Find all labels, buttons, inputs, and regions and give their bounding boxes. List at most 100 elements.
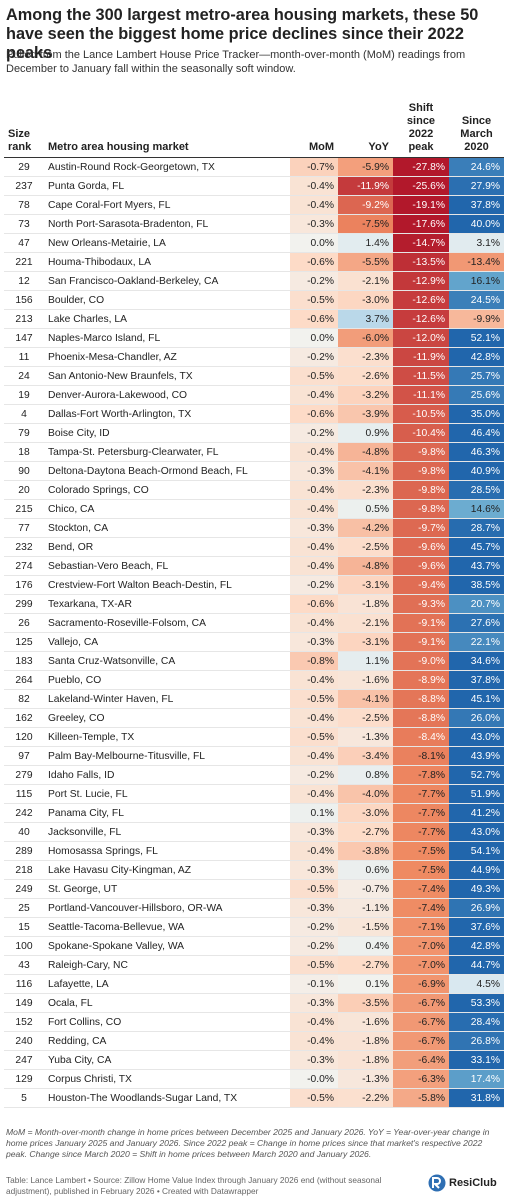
value-cell: -0.4%: [290, 556, 338, 576]
value-cell: -3.0%: [338, 803, 393, 823]
value-cell: 0.5%: [338, 499, 393, 519]
value-cell: 28.4%: [449, 1012, 504, 1032]
market-cell: Denver-Aurora-Lakewood, CO: [44, 385, 290, 405]
value-cell: -0.1%: [290, 974, 338, 994]
value-cell: -7.7%: [393, 784, 449, 804]
value-cell: 45.7%: [449, 537, 504, 557]
value-cell: 0.1%: [290, 803, 338, 823]
rank-cell: 77: [4, 518, 44, 538]
value-cell: -11.1%: [393, 385, 449, 405]
value-cell: -9.2%: [338, 195, 393, 215]
value-cell: -17.6%: [393, 214, 449, 234]
market-cell: Seattle-Tacoma-Bellevue, WA: [44, 917, 290, 937]
value-cell: -27.8%: [393, 157, 449, 177]
table-row: 183 Santa Cruz-Watsonville, CA -0.8% 1.1% -9…: [4, 651, 504, 671]
value-cell: -8.1%: [393, 746, 449, 766]
title: Among the 300 largest metro-area housing…: [6, 6, 479, 62]
value-cell: -0.2%: [290, 347, 338, 367]
rank-cell: 156: [4, 290, 44, 310]
value-cell: -12.6%: [393, 290, 449, 310]
value-cell: -9.1%: [393, 613, 449, 633]
value-cell: -11.5%: [393, 366, 449, 386]
value-cell: -0.3%: [290, 860, 338, 880]
value-cell: -7.5%: [338, 214, 393, 234]
value-cell: -9.8%: [393, 442, 449, 462]
rank-cell: 97: [4, 746, 44, 766]
value-cell: 1.4%: [338, 233, 393, 253]
rank-cell: 279: [4, 765, 44, 785]
market-cell: Boise City, ID: [44, 423, 290, 443]
table-row: 221 Houma-Thibodaux, LA -0.6% -5.5% -13.5% -1…: [4, 252, 504, 272]
value-cell: -6.7%: [393, 993, 449, 1013]
header-row: Size rank Metro area housing market MoM YoY…: [4, 92, 504, 158]
value-cell: -0.4%: [290, 784, 338, 804]
rank-cell: 82: [4, 689, 44, 709]
value-cell: -11.9%: [338, 176, 393, 196]
table-row: 116 Lafayette, LA -0.1% 0.1% -6.9% 4.5%: [4, 974, 504, 994]
table-row: 264 Pueblo, CO -0.4% -1.6% -8.9% 37.8%: [4, 670, 504, 690]
market-cell: Sebastian-Vero Beach, FL: [44, 556, 290, 576]
value-cell: -9.8%: [393, 480, 449, 500]
table-row: 279 Idaho Falls, ID -0.2% 0.8% -7.8% 52.7%: [4, 765, 504, 785]
value-cell: -14.7%: [393, 233, 449, 253]
value-cell: -7.0%: [393, 936, 449, 956]
value-cell: -25.6%: [393, 176, 449, 196]
rank-cell: 40: [4, 822, 44, 842]
value-cell: -9.4%: [393, 575, 449, 595]
table-row: 47 New Orleans-Metairie, LA 0.0% 1.4% -14.7%…: [4, 233, 504, 253]
value-cell: 46.3%: [449, 442, 504, 462]
table-row: 100 Spokane-Spokane Valley, WA -0.2% 0.4% -7…: [4, 936, 504, 956]
rank-cell: 221: [4, 252, 44, 272]
market-cell: Lake Charles, LA: [44, 309, 290, 329]
value-cell: 3.7%: [338, 309, 393, 329]
value-cell: -0.5%: [290, 727, 338, 747]
value-cell: -0.3%: [290, 518, 338, 538]
rank-cell: 78: [4, 195, 44, 215]
value-cell: -0.4%: [290, 385, 338, 405]
market-cell: North Port-Sarasota-Bradenton, FL: [44, 214, 290, 234]
table-row: 156 Boulder, CO -0.5% -3.0% -12.6% 24.5%: [4, 290, 504, 310]
value-cell: -19.1%: [393, 195, 449, 215]
market-cell: Idaho Falls, ID: [44, 765, 290, 785]
market-cell: Chico, CA: [44, 499, 290, 519]
value-cell: 3.1%: [449, 233, 504, 253]
value-cell: -8.8%: [393, 708, 449, 728]
rank-cell: 125: [4, 632, 44, 652]
value-cell: 43.9%: [449, 746, 504, 766]
value-cell: 17.4%: [449, 1069, 504, 1089]
value-cell: -0.4%: [290, 841, 338, 861]
value-cell: 25.7%: [449, 366, 504, 386]
table-row: 26 Sacramento-Roseville-Folsom, CA -0.4% -2…: [4, 613, 504, 633]
value-cell: -0.4%: [290, 1012, 338, 1032]
market-cell: Fort Collins, CO: [44, 1012, 290, 1032]
value-cell: 45.1%: [449, 689, 504, 709]
table-row: 19 Denver-Aurora-Lakewood, CO -0.4% -3.2% -1…: [4, 385, 504, 405]
table-row: 15 Seattle-Tacoma-Bellevue, WA -0.2% -1.5% -…: [4, 917, 504, 937]
value-cell: -5.8%: [393, 1088, 449, 1108]
value-cell: 31.8%: [449, 1088, 504, 1108]
value-cell: 42.8%: [449, 347, 504, 367]
market-cell: San Francisco-Oakland-Berkeley, CA: [44, 271, 290, 291]
value-cell: -0.5%: [290, 689, 338, 709]
value-cell: 54.1%: [449, 841, 504, 861]
value-cell: -0.8%: [290, 651, 338, 671]
value-cell: -2.5%: [338, 708, 393, 728]
table-row: 11 Phoenix-Mesa-Chandler, AZ -0.2% -2.3% -11…: [4, 347, 504, 367]
value-cell: 38.5%: [449, 575, 504, 595]
rank-cell: 4: [4, 404, 44, 424]
value-cell: -0.2%: [290, 271, 338, 291]
value-cell: -2.1%: [338, 271, 393, 291]
subtitle: Pulled from the Lance Lambert House Pric…: [6, 49, 466, 75]
value-cell: 24.6%: [449, 157, 504, 177]
value-cell: -4.1%: [338, 461, 393, 481]
market-cell: Redding, CA: [44, 1031, 290, 1051]
value-cell: 0.6%: [338, 860, 393, 880]
rank-cell: 12: [4, 271, 44, 291]
rank-cell: 240: [4, 1031, 44, 1051]
value-cell: 43.0%: [449, 727, 504, 747]
value-cell: -0.4%: [290, 195, 338, 215]
table-row: 240 Redding, CA -0.4% -1.8% -6.7% 26.8%: [4, 1031, 504, 1051]
market-cell: St. George, UT: [44, 879, 290, 899]
value-cell: -4.8%: [338, 556, 393, 576]
rank-cell: 18: [4, 442, 44, 462]
